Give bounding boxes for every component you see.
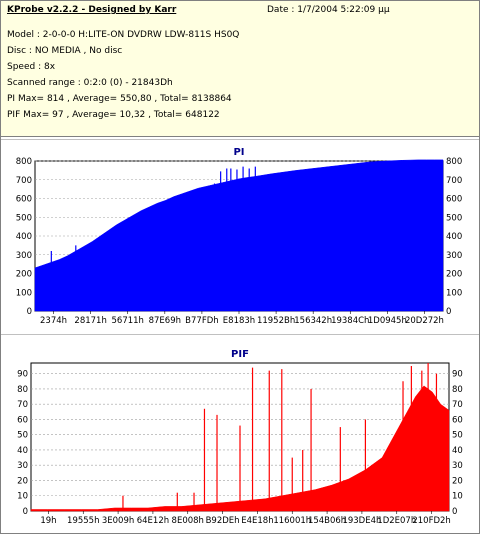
pif-chart: PIF 0 0 10 10 20 20 30 30 40 40 50 50 60 60 70 70 80 80 90 9… <box>17 349 463 526</box>
y-tick-label-left: 500 <box>16 213 32 223</box>
y-tick-label-left: 70 <box>17 400 28 410</box>
y-tick-label-left: 100 <box>16 288 32 298</box>
x-tick-label: 3E009h <box>102 516 134 526</box>
scan-speed: Speed : 8x <box>7 62 56 72</box>
y-tick-label-right: 20 <box>452 476 463 486</box>
disc-info: Disc : NO MEDIA , No disc <box>7 46 123 56</box>
y-tick-label-left: 600 <box>16 195 32 205</box>
x-tick-label: E4E18h <box>241 516 273 526</box>
y-tick-label-left: 800 <box>16 157 32 167</box>
y-tick-label-right: 40 <box>452 446 463 456</box>
pi-chart: PI 0 0 100 100 200 200 300 300 400 400 500 500 600 600… <box>16 147 462 326</box>
x-tick-label: 87E69h <box>149 316 181 326</box>
y-tick-label-left: 90 <box>17 370 28 380</box>
x-tick-label: 11952Bh <box>257 316 295 326</box>
x-tick-label: 19h <box>40 516 56 526</box>
pif-summary: PIF Max= 97 , Average= 10,32 , Total= 64… <box>7 110 220 120</box>
y-tick-label-right: 0 <box>446 307 451 317</box>
x-tick-label: 28171h <box>74 316 106 326</box>
x-tick-label: 64E12h <box>137 516 169 526</box>
y-tick-label-left: 20 <box>17 476 28 486</box>
y-tick-label-left: 300 <box>16 251 32 261</box>
x-tick-label: 19555h <box>67 516 99 526</box>
y-tick-label-right: 80 <box>452 385 463 395</box>
y-tick-label-right: 200 <box>446 270 462 280</box>
scan-date: Date : 1/7/2004 5:22:09 μμ <box>267 5 390 15</box>
y-tick-label-right: 300 <box>446 251 462 261</box>
x-tick-label: 1D0945h <box>368 316 407 326</box>
y-tick-label-right: 800 <box>446 157 462 167</box>
y-tick-label-right: 700 <box>446 176 462 186</box>
y-tick-label-right: 30 <box>452 461 463 471</box>
x-tick-label: 116001h <box>273 516 311 526</box>
y-tick-label-right: 50 <box>452 431 463 441</box>
x-tick-label: 156342h <box>294 316 332 326</box>
x-tick-label: E8183h <box>223 316 255 326</box>
x-tick-label: 56711h <box>112 316 144 326</box>
divider <box>1 334 479 335</box>
y-tick-label-left: 10 <box>17 492 28 502</box>
y-tick-label-left: 80 <box>17 385 28 395</box>
x-tick-label: 193DE4h <box>342 516 381 526</box>
y-tick-label-right: 60 <box>452 415 463 425</box>
x-tick-label: 154B06h <box>308 516 346 526</box>
y-tick-label-right: 500 <box>446 213 462 223</box>
y-tick-label-left: 60 <box>17 415 28 425</box>
x-tick-label: 1D2E07h <box>377 516 416 526</box>
info-panel: KProbe v2.2.2 - Designed by Karr Date : … <box>1 1 479 137</box>
drive-model: Model : 2-0-0-0 H:LITE-ON DVDRW LDW-811S… <box>7 30 240 40</box>
y-tick-label-right: 70 <box>452 400 463 410</box>
y-tick-label-left: 40 <box>17 446 28 456</box>
chart-title: PIF <box>231 349 249 360</box>
pi-summary: PI Max= 814 , Average= 550,80 , Total= 8… <box>7 94 232 104</box>
x-tick-label: 2374h <box>40 316 67 326</box>
divider <box>1 139 479 140</box>
y-tick-label-left: 200 <box>16 270 32 280</box>
pi-chart-panel: PI 0 0 100 100 200 200 300 300 400 400 500 500 600 600… <box>1 143 479 331</box>
pif-chart-panel: PIF 0 0 10 10 20 20 30 30 40 40 50 50 60 60 70 70 80 80 90 9… <box>1 337 479 533</box>
x-tick-label: 8E008h <box>172 516 204 526</box>
y-tick-label-left: 0 <box>23 507 28 517</box>
y-tick-label-right: 0 <box>452 507 457 517</box>
y-tick-label-right: 90 <box>452 370 463 380</box>
x-tick-label: B92DEh <box>206 516 240 526</box>
app-title: KProbe v2.2.2 - Designed by Karr <box>7 5 177 15</box>
y-tick-label-left: 700 <box>16 176 32 186</box>
y-tick-label-right: 10 <box>452 492 463 502</box>
chart-title: PI <box>233 147 244 158</box>
y-tick-label-right: 600 <box>446 195 462 205</box>
x-tick-label: 19384Ch <box>331 316 369 326</box>
y-tick-label-left: 50 <box>17 431 28 441</box>
x-tick-label: B77FDh <box>185 316 218 326</box>
y-tick-label-left: 0 <box>27 307 32 317</box>
y-tick-label-left: 30 <box>17 461 28 471</box>
y-tick-label-left: 400 <box>16 232 32 242</box>
scanned-range: Scanned range : 0:2:0 (0) - 21843Dh <box>7 78 173 88</box>
x-tick-label: 20D272h <box>405 316 444 326</box>
y-tick-label-right: 400 <box>446 232 462 242</box>
y-tick-label-right: 100 <box>446 288 462 298</box>
x-tick-label: 210FD2h <box>412 516 450 526</box>
